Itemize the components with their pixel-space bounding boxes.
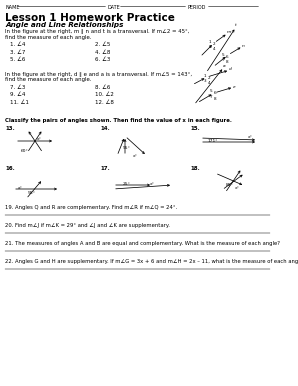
Text: d: d	[229, 67, 232, 71]
Text: 19. Angles Q and R are complementary. Find m∠R if m∠Q = 24°.: 19. Angles Q and R are complementary. Fi…	[5, 205, 177, 210]
Text: 20. Find m∠J if m∠K = 29° and ∠J and ∠K are supplementary.: 20. Find m∠J if m∠K = 29° and ∠J and ∠K …	[5, 223, 170, 228]
Text: 3. ∠7: 3. ∠7	[10, 49, 25, 54]
Text: 7: 7	[210, 95, 213, 99]
Text: 11. ∠1: 11. ∠1	[10, 100, 29, 105]
Text: a: a	[223, 64, 226, 68]
Text: 4: 4	[213, 47, 215, 51]
Text: x°: x°	[37, 137, 42, 141]
Text: 60°: 60°	[21, 149, 29, 153]
Text: 1. ∠4: 1. ∠4	[10, 42, 25, 47]
Text: 18.: 18.	[190, 166, 200, 171]
Text: 85°: 85°	[226, 183, 234, 187]
Text: Lesson 1 Homework Practice: Lesson 1 Homework Practice	[5, 13, 175, 23]
Text: 8. ∠6: 8. ∠6	[95, 85, 110, 90]
Text: 12. ∠8: 12. ∠8	[95, 100, 114, 105]
Text: 6: 6	[214, 91, 217, 95]
Text: 5. ∠6: 5. ∠6	[10, 57, 25, 62]
Text: 21. The measures of angles A and B are equal and complementary. What is the meas: 21. The measures of angles A and B are e…	[5, 241, 280, 246]
Text: x°: x°	[133, 154, 138, 158]
Text: 2. ∠5: 2. ∠5	[95, 42, 110, 47]
Text: 7: 7	[222, 58, 225, 62]
Text: 10. ∠2: 10. ∠2	[95, 93, 114, 98]
Text: 9. ∠4: 9. ∠4	[10, 93, 25, 98]
Text: x°: x°	[248, 135, 253, 139]
Text: 8: 8	[214, 97, 217, 101]
Text: 8: 8	[226, 60, 229, 64]
Text: e: e	[233, 85, 236, 89]
Text: 55°: 55°	[28, 191, 36, 195]
Text: m: m	[227, 30, 231, 34]
Text: 2: 2	[213, 42, 216, 46]
Text: 22. Angles G and H are supplementary. If m∠G = 3x + 6 and m∠H = 2x – 11, what is: 22. Angles G and H are supplementary. If…	[5, 259, 298, 264]
Text: 95°: 95°	[123, 146, 131, 150]
Text: 3: 3	[204, 79, 207, 83]
Text: 13.: 13.	[5, 126, 15, 131]
Text: t: t	[235, 23, 237, 27]
Text: 16.: 16.	[5, 166, 15, 171]
Text: 6: 6	[226, 55, 229, 59]
Text: 7. ∠3: 7. ∠3	[10, 85, 25, 90]
Text: Classify the pairs of angles shown. Then find the value of x in each figure.: Classify the pairs of angles shown. Then…	[5, 118, 232, 123]
Text: 14.: 14.	[100, 126, 110, 131]
Text: 4. ∠8: 4. ∠8	[95, 49, 110, 54]
Text: 6. ∠3: 6. ∠3	[95, 57, 110, 62]
Text: find the measure of each angle.: find the measure of each angle.	[5, 78, 91, 83]
Text: PERIOD: PERIOD	[188, 5, 207, 10]
Text: 5: 5	[210, 89, 213, 93]
Text: In the figure at the right, d ∥ e and a is a transversal. If m∠5 = 143°,: In the figure at the right, d ∥ e and a …	[5, 72, 192, 77]
Text: 3: 3	[209, 45, 212, 49]
Text: 1: 1	[204, 74, 207, 78]
Text: 1: 1	[209, 40, 212, 44]
Text: 171°: 171°	[208, 139, 218, 143]
Text: DATE: DATE	[108, 5, 121, 10]
Text: NAME: NAME	[5, 5, 19, 10]
Text: x°: x°	[235, 186, 240, 190]
Text: 25°: 25°	[123, 182, 131, 186]
Text: In the figure at the right, m ∥ n and t is a transversal. If m∠2 = 45°,: In the figure at the right, m ∥ n and t …	[5, 29, 190, 34]
Text: 4: 4	[208, 81, 210, 85]
Text: x°: x°	[150, 182, 155, 186]
Text: Angle and Line Relationships: Angle and Line Relationships	[5, 22, 123, 28]
Text: x°: x°	[18, 186, 23, 190]
Text: 2: 2	[208, 76, 211, 80]
Text: 17.: 17.	[100, 166, 110, 171]
Text: 15.: 15.	[190, 126, 200, 131]
Text: 5: 5	[222, 53, 225, 57]
Text: n: n	[242, 44, 245, 48]
Text: find the measure of each angle.: find the measure of each angle.	[5, 34, 91, 39]
